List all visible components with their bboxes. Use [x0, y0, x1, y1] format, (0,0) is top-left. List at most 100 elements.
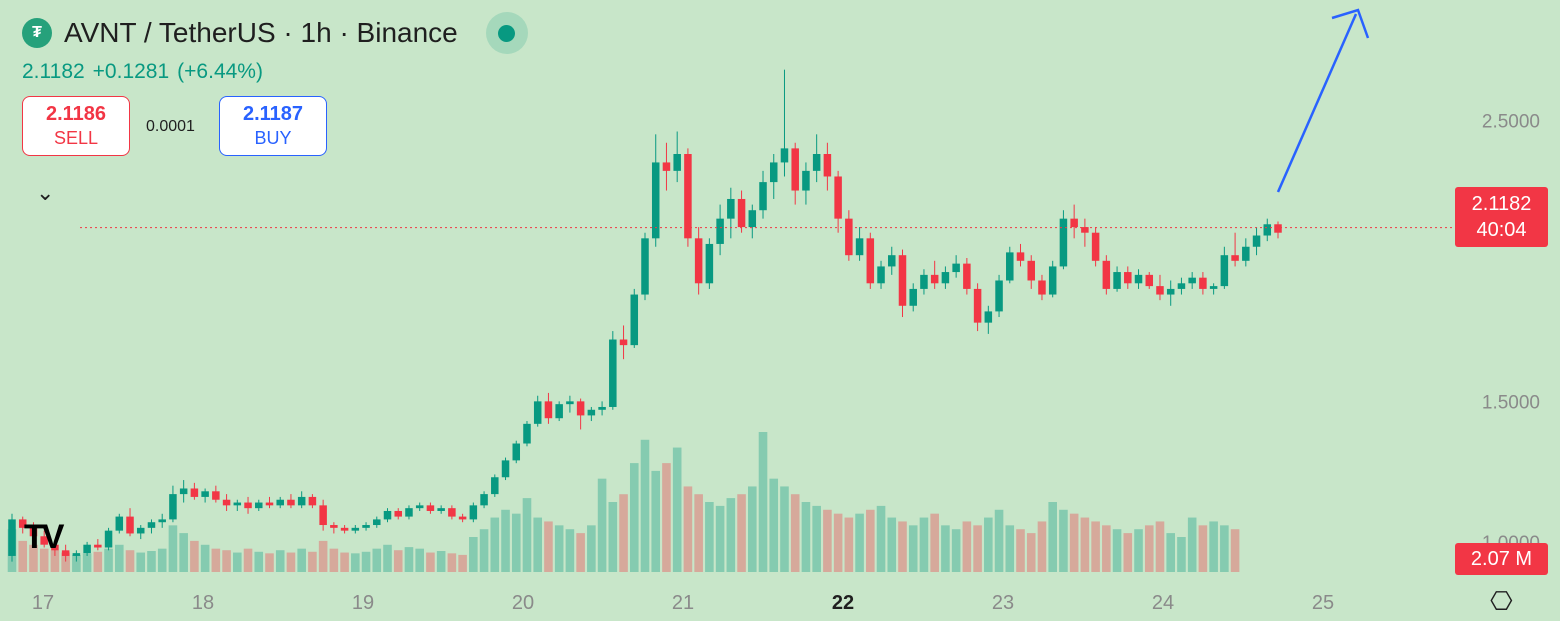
candle	[705, 238, 714, 289]
candle	[630, 288, 639, 348]
candle	[984, 305, 993, 334]
last-price: 2.1182	[22, 60, 85, 83]
volume-bar	[887, 517, 897, 572]
symbol-title[interactable]: AVNT / TetherUS · 1h · Binance	[64, 17, 458, 48]
volume-bar	[597, 478, 607, 572]
volume-bar	[683, 486, 693, 572]
volume-bar	[222, 550, 231, 572]
candle	[255, 499, 263, 511]
volume-bar	[1112, 529, 1122, 572]
candle	[351, 525, 360, 534]
volume-bar	[1037, 521, 1047, 572]
volume-bar	[919, 517, 929, 572]
candle	[61, 544, 70, 562]
volume-bar	[962, 521, 972, 572]
volume-bar	[39, 548, 49, 572]
volume-bar	[275, 550, 285, 572]
volume-bar	[383, 544, 392, 572]
candle	[1027, 255, 1035, 289]
volume-bar	[72, 554, 81, 572]
volume-bar	[393, 550, 403, 572]
candle	[812, 134, 821, 183]
gear-icon[interactable]: ⎔	[1490, 586, 1513, 616]
candle	[641, 232, 649, 301]
volume-bar	[426, 552, 435, 572]
candle	[855, 227, 864, 261]
time-tick-label: 21	[672, 592, 694, 614]
candle	[501, 457, 510, 481]
candle	[791, 142, 799, 205]
volume-bar	[769, 478, 779, 572]
price-candles	[8, 69, 1282, 562]
chevron-down-icon[interactable]: ⌄	[36, 180, 55, 205]
candle	[909, 283, 917, 312]
time-tick-label: 17	[32, 592, 54, 614]
candle	[340, 525, 349, 534]
candle	[265, 496, 274, 509]
volume-bar	[318, 540, 328, 572]
tether-icon[interactable]: ₮	[22, 18, 52, 48]
candle	[104, 527, 113, 551]
candle	[458, 513, 467, 523]
spread-value: 0.0001	[146, 118, 195, 135]
candle	[308, 494, 317, 509]
volume-bar	[1091, 521, 1100, 572]
time-tick-label: 19	[352, 592, 374, 614]
volume-bar	[1080, 517, 1090, 572]
buy-button[interactable]: 2.1187 BUY	[219, 96, 327, 156]
volume-bar	[308, 551, 317, 572]
candle	[1156, 274, 1164, 301]
candle	[1070, 204, 1078, 239]
candle	[222, 494, 231, 511]
candle	[920, 269, 928, 295]
trend-arrow[interactable]	[1276, 8, 1370, 193]
volume-bar	[587, 525, 596, 572]
market-status-indicator[interactable]	[485, 12, 528, 54]
sell-button[interactable]: 2.1186 SELL	[22, 96, 130, 156]
candle	[1209, 283, 1218, 295]
candle	[287, 494, 295, 509]
volume-bar	[265, 553, 274, 572]
candle	[877, 260, 885, 289]
volume-bar	[50, 550, 60, 572]
candle	[1006, 246, 1014, 284]
chart-header: ₮ AVNT / TetherUS · 1h · Binance	[22, 12, 528, 54]
volume-bar	[200, 544, 210, 572]
candle	[136, 525, 145, 540]
time-tick-label: 22	[832, 592, 854, 614]
volume-bar	[823, 509, 832, 572]
volume-bar	[801, 502, 811, 572]
candle	[544, 392, 553, 424]
volume-bar	[125, 550, 135, 572]
volume-bar	[994, 509, 1004, 572]
price-summary: 2.1182 +0.1281 (+6.44%)	[22, 60, 271, 84]
volume-bar	[715, 505, 725, 572]
candle	[1242, 238, 1250, 267]
volume-bar	[855, 513, 864, 572]
candle	[1091, 227, 1100, 267]
volume-bar	[1069, 513, 1079, 572]
candle	[587, 406, 596, 422]
candle	[512, 440, 521, 464]
volume-bar	[705, 502, 714, 572]
bar-countdown: 40:04	[1476, 219, 1527, 241]
volume-bar	[1177, 537, 1186, 572]
candle	[533, 395, 542, 427]
candle	[1199, 272, 1207, 295]
volume-bar	[1059, 509, 1068, 572]
volume-bar	[544, 521, 553, 572]
candle	[1048, 260, 1057, 298]
volume-bar	[790, 494, 800, 572]
volume-bar	[565, 529, 575, 572]
candle	[898, 249, 907, 318]
volume-bar	[737, 494, 746, 572]
candle	[94, 539, 102, 551]
volume-bar	[629, 463, 639, 572]
volume-bar	[190, 540, 199, 572]
time-axis[interactable]: 17 18 19 20 21 22 23 24 25	[32, 592, 1334, 614]
candle	[1081, 218, 1089, 247]
candle	[319, 499, 327, 531]
volume-bar	[619, 494, 628, 572]
